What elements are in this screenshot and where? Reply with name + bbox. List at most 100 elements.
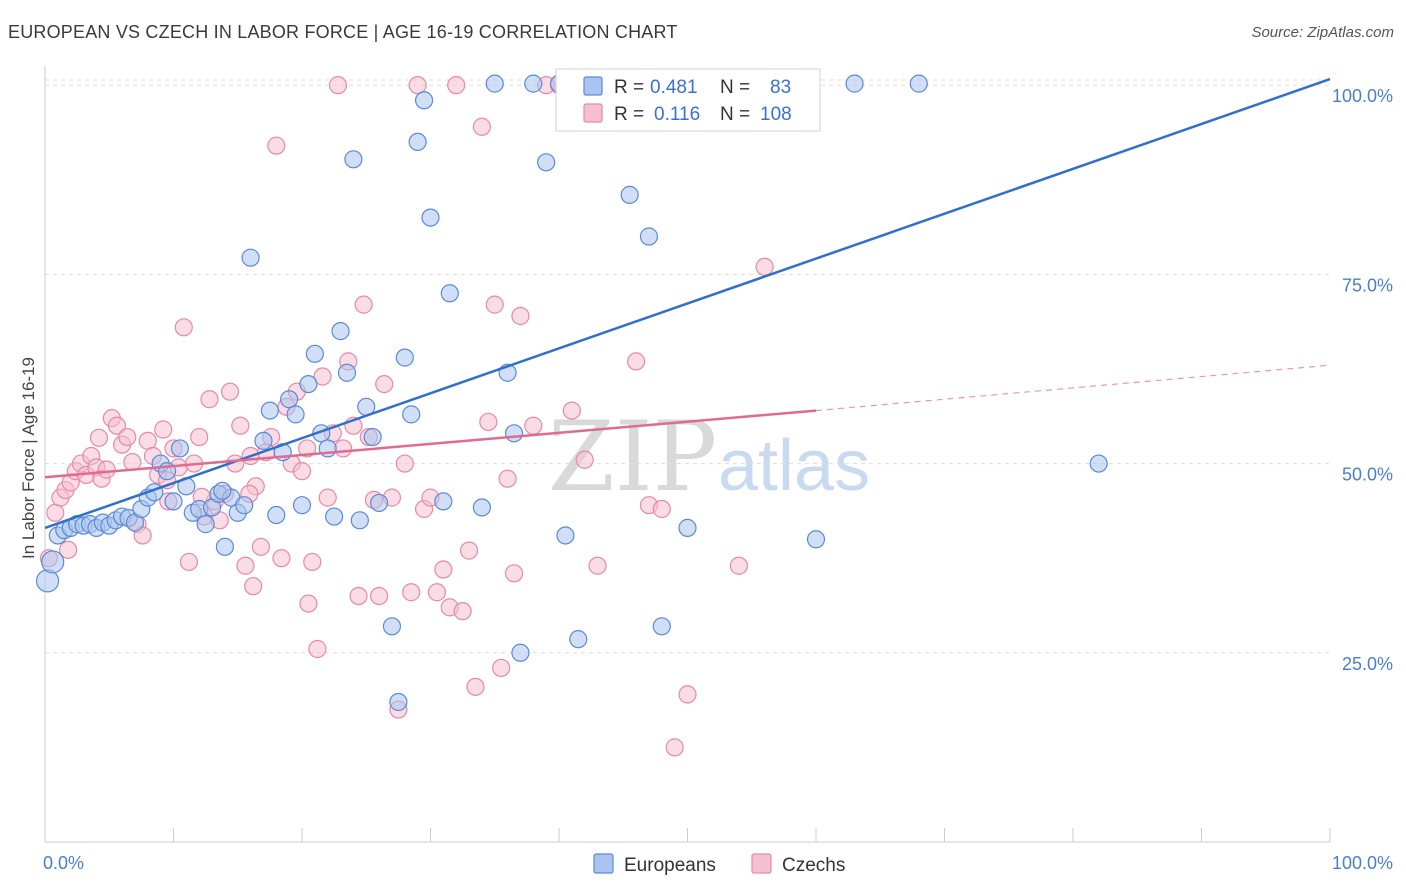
european-point: [537, 153, 556, 172]
european-point: [806, 530, 826, 549]
czech-point: [190, 427, 209, 447]
european-point: [164, 492, 183, 511]
czech-point: [562, 401, 581, 420]
y-tick-label: 50.0%: [1342, 465, 1393, 485]
european-point: [639, 227, 659, 246]
czech-point: [236, 556, 255, 575]
x-tick-label: 100.0%: [1332, 853, 1393, 873]
bottom-legend-czechs: Czechs: [782, 855, 845, 876]
european-point: [325, 507, 344, 526]
european-point: [414, 91, 434, 110]
czech-point: [349, 586, 368, 606]
czech-point: [354, 295, 373, 314]
european-point: [909, 74, 928, 93]
czech-point: [434, 560, 453, 579]
european-point: [267, 505, 286, 525]
european-point: [408, 132, 427, 152]
czech-point: [492, 658, 511, 678]
y-tick-label: 75.0%: [1342, 275, 1393, 295]
czech-point: [318, 488, 337, 507]
european-point: [678, 518, 697, 538]
czech-point: [729, 556, 749, 575]
czech-point: [220, 382, 240, 401]
czech-point: [395, 454, 414, 473]
y-tick-label: 100.0%: [1332, 86, 1393, 106]
european-point: [1089, 454, 1108, 473]
czech-trend-line: [44, 409, 817, 479]
european-point: [215, 537, 234, 556]
european-point: [402, 405, 421, 424]
european-point: [370, 493, 389, 513]
czech-point: [154, 420, 173, 439]
czech-point: [453, 602, 472, 621]
czech-point: [107, 416, 127, 435]
european-point: [170, 439, 190, 458]
european-point: [260, 401, 279, 420]
czech-point: [308, 639, 327, 659]
legend-n-label: N =: [720, 77, 750, 98]
czech-point: [251, 537, 270, 556]
european-point: [41, 550, 65, 574]
legend-n-label: N =: [720, 104, 750, 125]
legend-swatch-europeans: [583, 76, 603, 96]
european-point: [254, 431, 273, 450]
czech-point: [292, 462, 312, 481]
czech-point: [272, 549, 291, 568]
european-point: [556, 526, 575, 545]
european-trend-line: [44, 77, 1331, 530]
legend-n-value: 108: [760, 104, 792, 125]
czech-point: [303, 552, 322, 572]
bottom-legend-swatch-czechs: [751, 853, 772, 874]
european-point: [434, 492, 453, 511]
czech-point: [244, 577, 263, 596]
czech-point: [511, 306, 530, 326]
legend: R = 0.481 N = 83 R = 0.116 N = 108: [555, 68, 821, 132]
czech-point: [466, 677, 485, 696]
source-label: Source: ZipAtlas.com: [1251, 24, 1394, 41]
czech-point: [447, 76, 466, 95]
tick-labels: 25.0% 50.0% 75.0% 100.0% 0.0% 100.0%: [43, 86, 1393, 873]
european-point: [241, 248, 260, 267]
x-tick-label: 0.0%: [43, 853, 84, 873]
bottom-legend-swatch-europeans: [593, 853, 614, 874]
legend-n-value: 83: [770, 77, 791, 98]
european-point: [620, 185, 639, 204]
legend-r-value: 0.116: [654, 104, 700, 125]
watermark: ZIP atlas: [548, 401, 870, 513]
european-point: [196, 515, 215, 534]
watermark-atlas: atlas: [718, 426, 870, 506]
european-point: [350, 511, 369, 530]
european-point: [344, 150, 363, 169]
european-point: [305, 344, 324, 363]
european-point: [235, 496, 254, 515]
czech-point: [200, 390, 219, 409]
european-point: [472, 498, 491, 517]
y-tick-label: 25.0%: [1342, 654, 1393, 674]
european-point: [213, 481, 232, 500]
czech-point: [299, 594, 318, 613]
european-point: [845, 74, 864, 93]
european-points: [35, 74, 1108, 712]
chart-title: EUROPEAN VS CZECH IN LABOR FORCE | AGE 1…: [8, 22, 678, 42]
czech-point: [575, 450, 594, 469]
czech-point: [498, 469, 517, 488]
czech-point: [313, 367, 332, 386]
axes: [44, 66, 1331, 843]
european-point: [286, 405, 305, 424]
european-point: [421, 208, 440, 227]
czech-point: [138, 431, 157, 450]
european-point: [382, 617, 402, 636]
czech-point: [472, 117, 491, 136]
european-point: [485, 74, 504, 93]
czech-point: [370, 586, 389, 606]
bottom-legend: Europeans Czechs: [593, 853, 845, 876]
czech-point: [89, 428, 109, 447]
european-point: [511, 643, 530, 662]
czech-point: [665, 738, 684, 757]
czech-point: [408, 76, 427, 95]
european-point: [292, 496, 312, 515]
legend-swatch-czechs: [583, 103, 603, 123]
czech-point: [46, 503, 65, 522]
european-point: [331, 322, 350, 341]
